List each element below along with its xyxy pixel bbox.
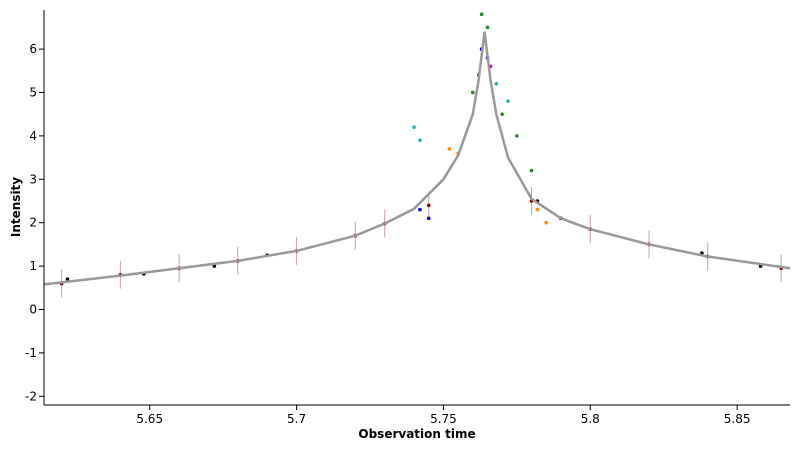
data-point (500, 112, 504, 116)
data-point (418, 207, 422, 212)
data-point (544, 220, 549, 225)
x-tick-label: 5.65 (136, 412, 163, 426)
x-tick-label: 5.85 (724, 412, 751, 426)
y-ticks: -2 -1 0 1 2 3 4 5 6 (25, 42, 44, 403)
y-tick-label: 2 (29, 216, 37, 230)
x-tick-label: 5.8 (581, 412, 600, 426)
model-line (43, 31, 791, 286)
data-points (59, 12, 783, 286)
data-point (65, 277, 70, 281)
y-tick-label: 4 (29, 129, 37, 143)
data-point (535, 207, 540, 212)
x-ticks: 5.65 5.7 5.75 5.8 5.85 (136, 405, 750, 426)
data-point (494, 81, 499, 86)
data-point (426, 203, 431, 208)
model-curve (43, 31, 791, 286)
y-tick-label: 1 (29, 259, 37, 273)
axes (43, 10, 790, 406)
error-bars (61, 186, 782, 298)
data-point (506, 99, 510, 103)
data-point (412, 125, 416, 129)
data-point (515, 134, 519, 138)
x-tick-label: 5.7 (287, 412, 306, 426)
data-point (447, 147, 452, 151)
data-point (485, 25, 490, 30)
y-tick-label: -2 (25, 389, 37, 403)
data-point (418, 138, 422, 143)
y-tick-label: 5 (29, 85, 37, 99)
x-tick-label: 5.75 (430, 412, 457, 426)
y-tick-label: -1 (25, 346, 37, 360)
data-point (426, 216, 431, 221)
data-point (471, 90, 475, 95)
y-tick-label: 0 (29, 303, 37, 317)
y-axis-title: Intensity (9, 177, 23, 237)
x-axis-title: Observation time (358, 427, 475, 441)
data-point (529, 168, 534, 173)
data-point (479, 12, 484, 17)
y-tick-label: 6 (29, 42, 37, 56)
y-tick-label: 3 (29, 172, 37, 186)
